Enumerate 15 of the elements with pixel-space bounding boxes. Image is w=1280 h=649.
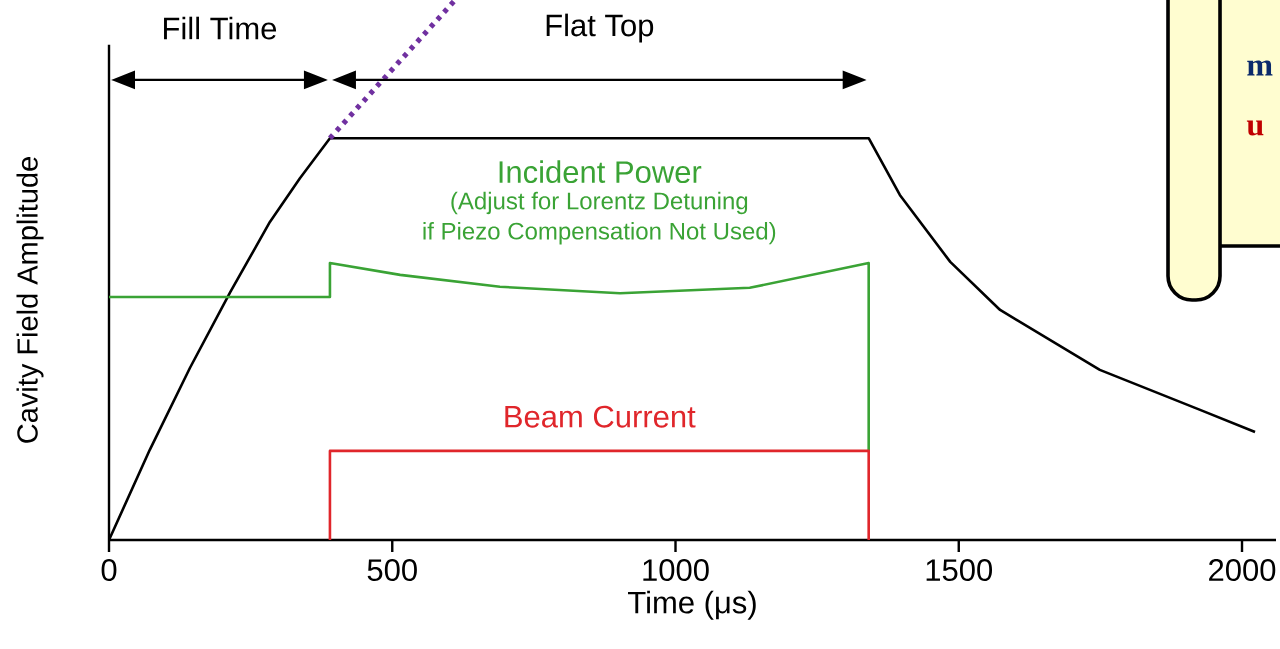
text: Incident Power [499, 160, 702, 184]
annotation: m [1247, 60, 1273, 76]
x-tick-label: 500 [367, 559, 417, 582]
x-tick-label: 1500 [926, 559, 993, 582]
y-axis-title: Cavity Field Amplitude [16, 157, 44, 443]
series-label: Beam Current [505, 405, 696, 428]
x-tick-label: 2000 [1209, 559, 1276, 582]
annotation: u [1246, 120, 1264, 136]
annotation: Fill Time [164, 16, 277, 40]
annotation: Flat Top [546, 13, 654, 43]
x-tick-label: 1000 [643, 559, 709, 582]
x-tick-label: 0 [101, 559, 117, 582]
annotation: if Piezo Compensation Not Used) [423, 222, 776, 245]
annotation: (Adjust for Lorentz Detuning [451, 191, 748, 215]
x-axis-title: Time (μs) [628, 590, 756, 620]
